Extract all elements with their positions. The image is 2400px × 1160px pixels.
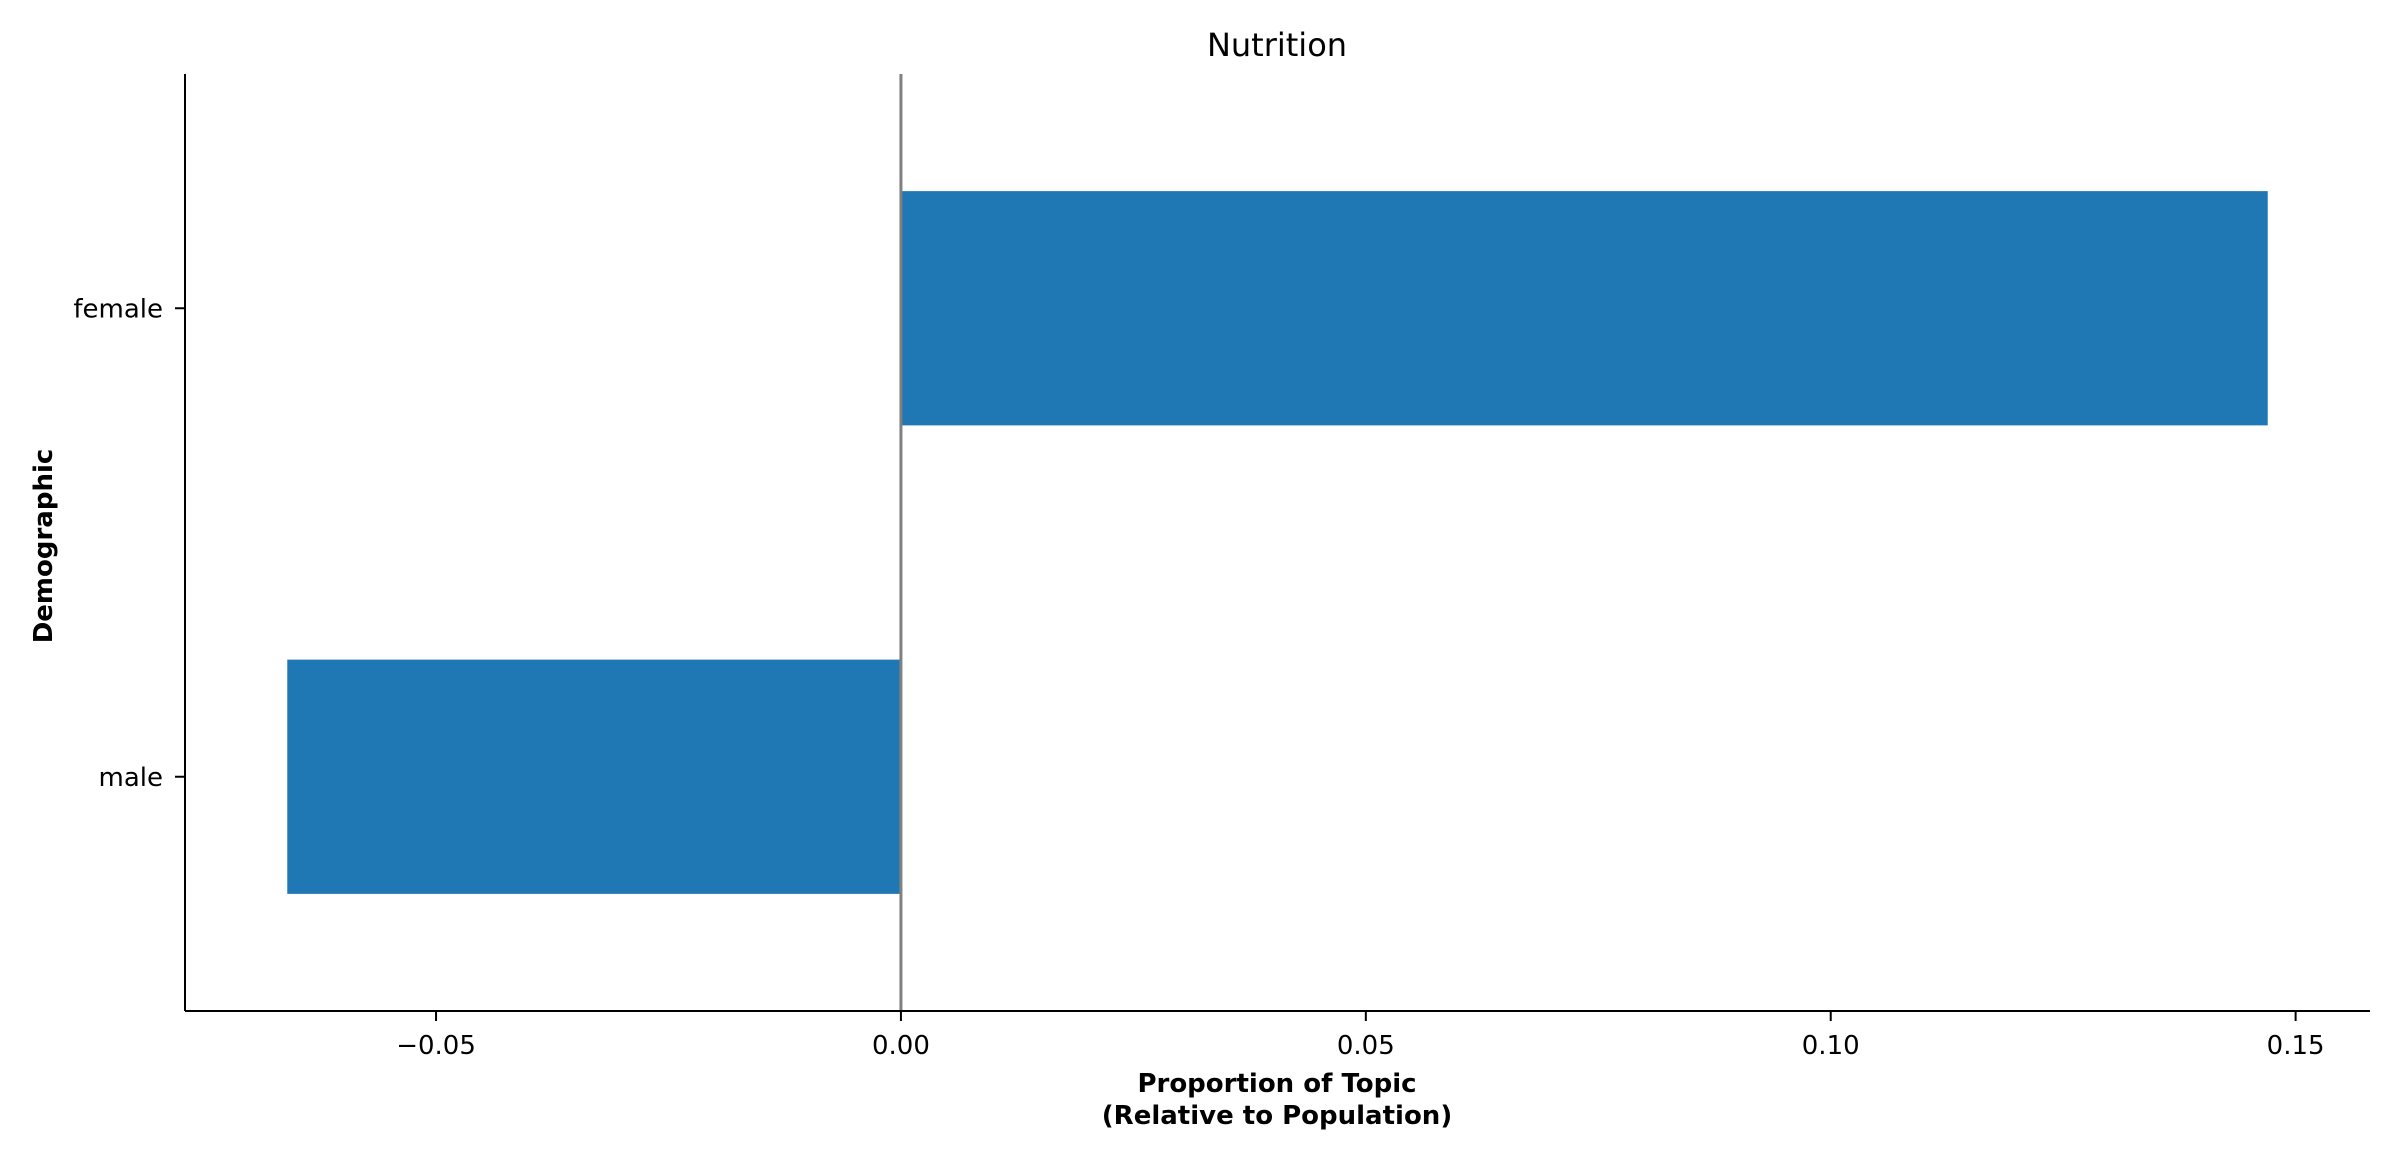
bar-female bbox=[900, 191, 2268, 426]
axes-group bbox=[184, 74, 2370, 1012]
chart-title: Nutrition bbox=[1207, 26, 1347, 64]
x-tick-label: 0.05 bbox=[1337, 1031, 1395, 1061]
x-ticks-group: −0.05 0.00 0.05 0.10 0.15 bbox=[396, 1011, 2325, 1061]
x-tick-label: 0.10 bbox=[1802, 1031, 1860, 1061]
x-tick-label: 0.15 bbox=[2267, 1031, 2325, 1061]
y-tick-label-male: male bbox=[99, 763, 163, 793]
y-ticks-group: female male bbox=[73, 294, 185, 793]
y-axis-title: Demographic bbox=[29, 449, 59, 644]
x-axis-title-line-1: Proportion of Topic bbox=[1137, 1069, 1416, 1099]
x-tick-label: −0.05 bbox=[396, 1031, 476, 1061]
y-tick-label-female: female bbox=[73, 294, 163, 324]
x-axis-title-line-2: (Relative to Population) bbox=[1102, 1101, 1452, 1131]
bar-male bbox=[287, 659, 901, 894]
bars-group bbox=[287, 191, 2268, 894]
x-tick-label: 0.00 bbox=[872, 1031, 930, 1061]
